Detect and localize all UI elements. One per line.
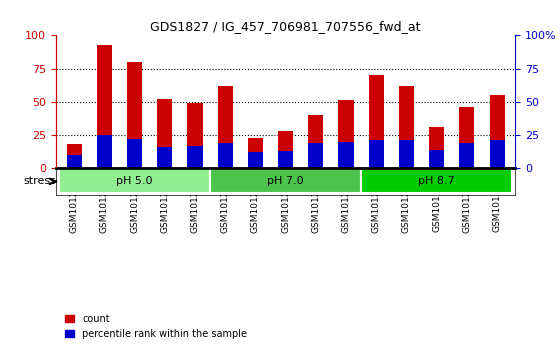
Bar <box>482 168 512 175</box>
Bar <box>459 143 474 168</box>
Bar <box>248 138 263 168</box>
Legend: count, percentile rank within the sample: count, percentile rank within the sample <box>61 310 251 343</box>
Bar <box>150 168 180 175</box>
Bar <box>368 140 384 168</box>
Bar <box>338 101 353 168</box>
Bar <box>67 155 82 168</box>
Bar <box>308 143 323 168</box>
Bar <box>218 143 233 168</box>
Bar <box>308 115 323 168</box>
Bar <box>97 45 112 168</box>
Bar <box>127 139 142 168</box>
Bar <box>391 168 422 175</box>
Bar <box>89 168 119 175</box>
Bar <box>399 140 414 168</box>
Bar <box>278 131 293 168</box>
Bar <box>210 168 240 175</box>
Text: pH 8.7: pH 8.7 <box>418 176 455 187</box>
Bar <box>119 168 150 175</box>
Bar <box>301 168 331 175</box>
Bar <box>338 142 353 168</box>
Bar <box>127 62 142 168</box>
Bar <box>368 75 384 168</box>
Bar <box>97 135 112 168</box>
Bar <box>180 168 210 175</box>
Bar <box>157 147 172 168</box>
Bar <box>361 168 391 175</box>
Text: pH 5.0: pH 5.0 <box>116 176 153 187</box>
Bar <box>218 86 233 168</box>
Bar <box>59 168 89 175</box>
FancyBboxPatch shape <box>59 170 210 193</box>
Bar <box>489 95 505 168</box>
Bar <box>157 99 172 168</box>
Bar <box>422 168 452 175</box>
Bar <box>188 103 203 168</box>
Bar <box>429 149 444 168</box>
Bar <box>429 127 444 168</box>
Bar <box>331 168 361 175</box>
Bar <box>270 168 301 175</box>
Bar <box>67 144 82 168</box>
Bar <box>240 168 270 175</box>
Bar <box>248 152 263 168</box>
Bar <box>399 86 414 168</box>
Text: stress: stress <box>23 176 56 187</box>
Text: pH 7.0: pH 7.0 <box>267 176 304 187</box>
Bar <box>489 140 505 168</box>
Title: GDS1827 / IG_457_706981_707556_fwd_at: GDS1827 / IG_457_706981_707556_fwd_at <box>150 20 421 33</box>
Bar <box>452 168 482 175</box>
FancyBboxPatch shape <box>210 170 361 193</box>
Bar <box>459 107 474 168</box>
Bar <box>278 151 293 168</box>
FancyBboxPatch shape <box>361 170 512 193</box>
Bar <box>188 145 203 168</box>
